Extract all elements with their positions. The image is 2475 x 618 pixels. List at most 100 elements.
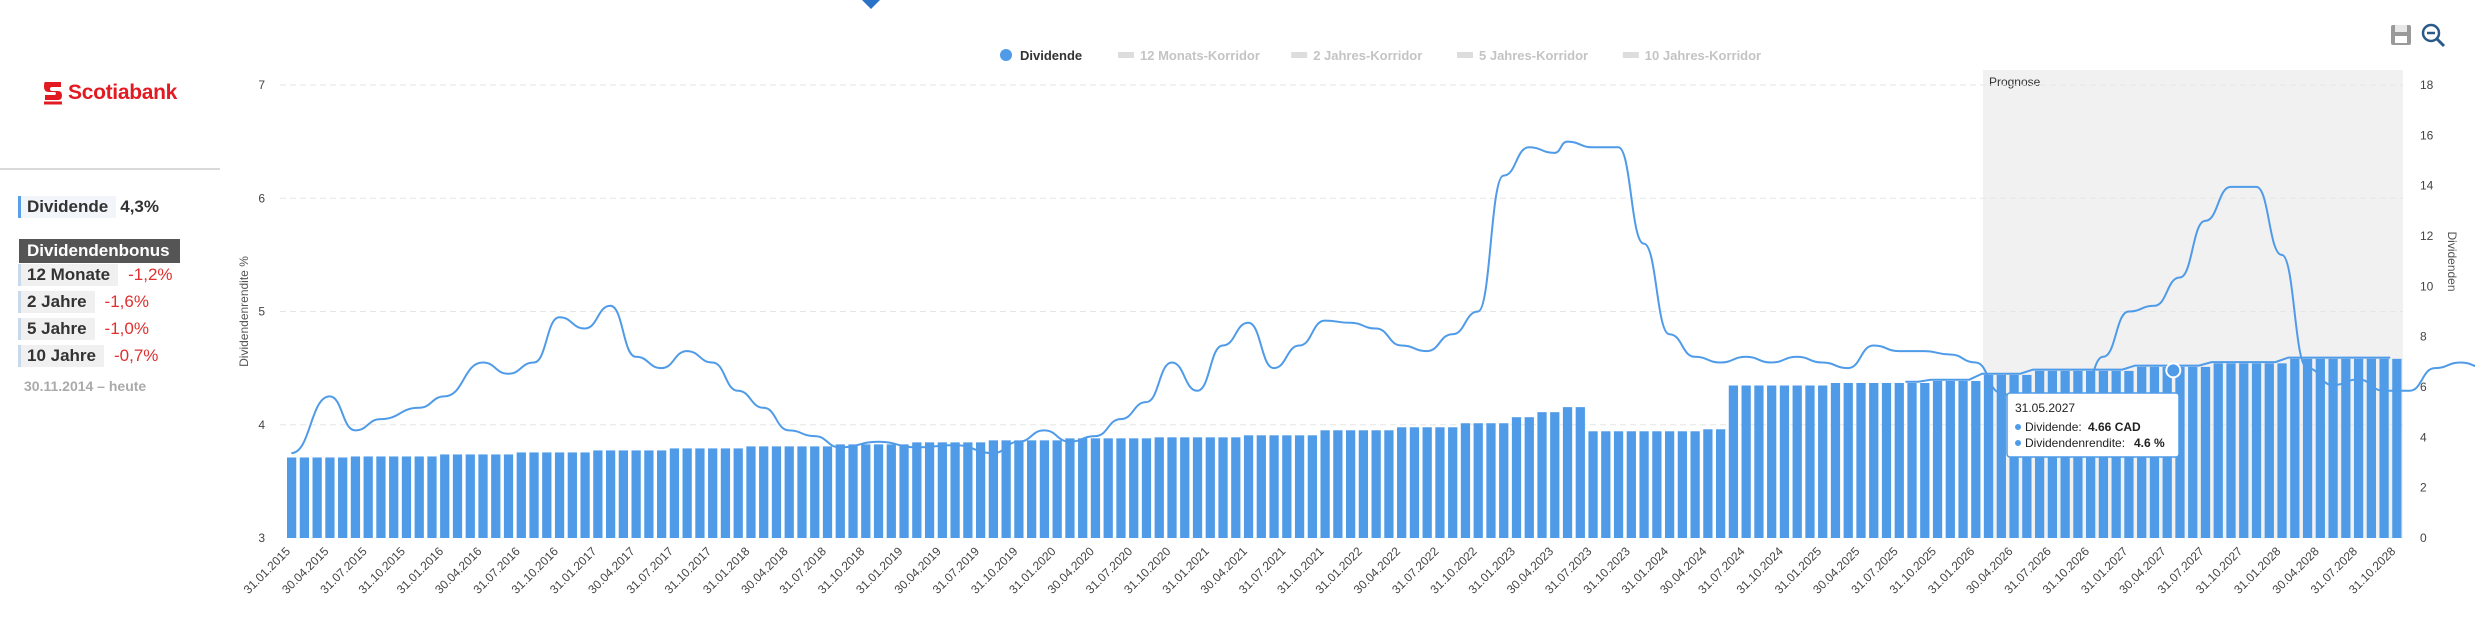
- dividend-bar: [1090, 438, 1101, 538]
- dividend-bar: [2315, 358, 2325, 538]
- legend-marker-corridor: [1457, 52, 1473, 58]
- bonus-row-5y: 5 Jahre -1,0%: [18, 318, 149, 340]
- bonus-value: -0,7%: [114, 346, 159, 365]
- y-right-tick-label: 14: [2420, 179, 2434, 193]
- dividend-bar: [1052, 440, 1062, 538]
- dividend-bonus-header: Dividendenbonus: [19, 239, 180, 263]
- dividend-bar: [1409, 427, 1420, 538]
- bonus-label: 12 Monate: [18, 264, 119, 286]
- dividend-bar: [835, 444, 845, 538]
- dividend-summary: Dividende 4,3%: [18, 196, 159, 218]
- dividend-bar: [401, 456, 412, 538]
- legend-label: 12 Monats-Korridor: [1140, 48, 1260, 63]
- dividend-yield-line: [291, 140, 2475, 455]
- dividend-bar: [1869, 382, 1879, 538]
- dividend-bar: [1116, 438, 1126, 538]
- y-left-tick-label: 5: [258, 305, 265, 319]
- bonus-label: 10 Jahre: [18, 345, 104, 367]
- legend-label: 10 Jahres-Korridor: [1645, 48, 1761, 63]
- dividend-bar: [1562, 407, 1573, 538]
- dividend-bar: [1384, 430, 1394, 538]
- dividend-bar: [605, 450, 616, 538]
- dividend-bar: [2239, 363, 2249, 538]
- dividend-bar: [1996, 374, 2006, 538]
- dividend-bar: [1537, 412, 1547, 538]
- dividend-bar: [478, 454, 488, 538]
- dividend-bar: [2188, 366, 2198, 538]
- dividend-bar: [2341, 358, 2351, 538]
- dividend-bar: [1422, 427, 1432, 538]
- dividend-bar: [503, 454, 514, 538]
- dividend-bar: [1180, 437, 1190, 538]
- dividend-bar: [1945, 380, 1955, 538]
- dividend-bar: [542, 452, 552, 538]
- dividend-bar: [1550, 412, 1560, 538]
- dividend-bar: [1460, 423, 1471, 538]
- dividend-bar: [287, 457, 297, 538]
- dividend-bar: [1626, 431, 1636, 538]
- dividend-bar: [1141, 438, 1152, 538]
- dividend-bar: [414, 456, 424, 538]
- y-right-tick-label: 2: [2420, 481, 2427, 495]
- dividend-bar: [1269, 435, 1279, 538]
- scotiabank-logo: Scotiabank: [42, 80, 177, 106]
- dividend-bar: [1792, 385, 1802, 538]
- dividend-bar: [822, 446, 833, 538]
- dividend-bar: [1716, 429, 1726, 538]
- dividend-bar: [593, 450, 603, 538]
- bonus-label: 2 Jahre: [18, 291, 95, 313]
- bonus-value: -1,2%: [128, 265, 173, 284]
- dividend-bar: [1473, 423, 1483, 538]
- dividend-bar: [759, 446, 769, 538]
- dividend-bar: [529, 452, 539, 538]
- dividend-bar: [491, 454, 501, 538]
- dividend-bar: [2290, 358, 2300, 538]
- zoom-out-icon[interactable]: [2420, 22, 2446, 48]
- dividend-bar: [708, 448, 718, 538]
- dividend-bar: [771, 446, 782, 538]
- dividend-bar: [1320, 430, 1330, 538]
- y-right-tick-label: 8: [2420, 330, 2427, 344]
- dividend-bar: [988, 440, 999, 538]
- dividend-bar: [1027, 440, 1037, 538]
- dividend-bar: [2353, 358, 2364, 538]
- dividend-bar: [1741, 385, 1751, 538]
- dividend-bar: [1958, 380, 1968, 538]
- dividend-bar: [2251, 363, 2262, 538]
- dividend-bar: [644, 450, 654, 538]
- dividend-bar: [1575, 407, 1585, 538]
- save-icon[interactable]: [2388, 22, 2414, 48]
- dividend-bar: [1014, 440, 1024, 538]
- dividend-bar: [2175, 366, 2185, 538]
- y-right-tick-label: 6: [2420, 380, 2427, 394]
- dividend-bar: [1435, 427, 1445, 538]
- tooltip-box: [2006, 392, 2180, 458]
- scotiabank-wordmark: Scotiabank: [68, 81, 178, 104]
- dividend-bar: [2392, 358, 2402, 538]
- dividend-bar: [950, 442, 960, 538]
- dividend-bar: [1830, 382, 1841, 538]
- dividend-bar: [975, 442, 986, 538]
- dividend-bar: [1346, 430, 1356, 538]
- dividend-bar: [1001, 440, 1011, 538]
- forecast-label: Prognose: [1989, 75, 2041, 89]
- dividend-bar: [1881, 382, 1892, 538]
- dividend-bar: [580, 452, 590, 538]
- tooltip-marker: [2015, 440, 2021, 446]
- dividend-bar: [1167, 437, 1177, 538]
- dividend-bar: [1103, 438, 1113, 538]
- dividend-bar: [784, 446, 794, 538]
- dividend-bar: [1652, 431, 1662, 538]
- y-right-tick-label: 12: [2420, 229, 2434, 243]
- tooltip-date: 31.05.2027: [2015, 401, 2075, 415]
- dividend-bar: [299, 457, 310, 538]
- dividend-bar: [1307, 435, 1317, 538]
- dividend-bar: [1448, 427, 1458, 538]
- dividend-bar: [1499, 423, 1509, 538]
- dividend-bar: [1728, 385, 1739, 538]
- dividend-bar: [1256, 435, 1266, 538]
- dividend-bar: [2200, 366, 2211, 538]
- dividend-bar: [516, 452, 526, 538]
- dividend-bar: [1767, 385, 1777, 538]
